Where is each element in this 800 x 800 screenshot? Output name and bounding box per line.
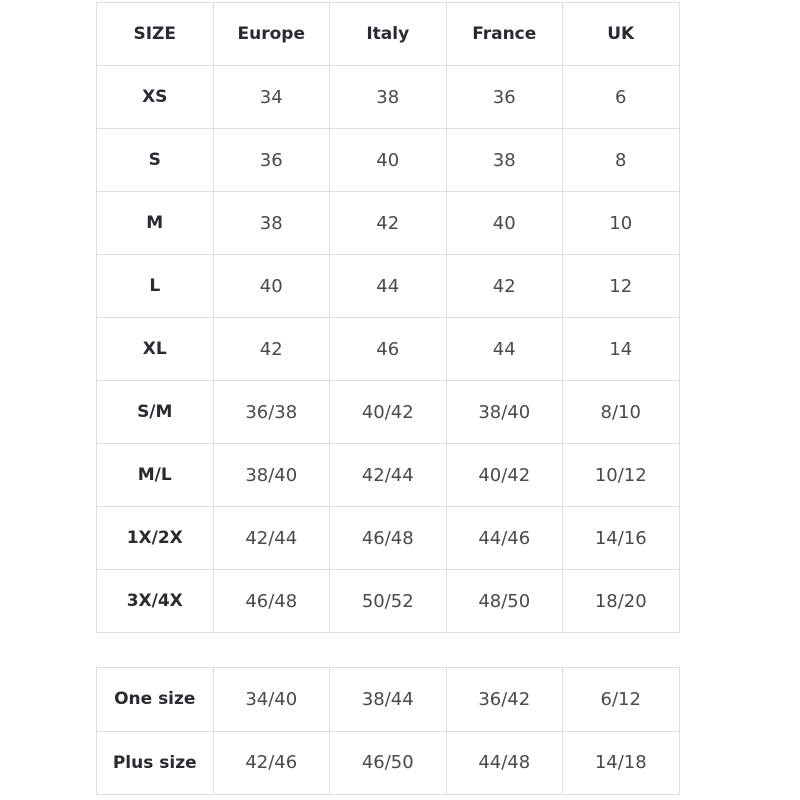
size-value-cell: 14/16 [562, 506, 680, 570]
size-value-cell: 12 [562, 254, 680, 318]
size-value-cell: 46/48 [212, 569, 330, 633]
size-value-cell: 42 [445, 254, 563, 318]
size-label-cell: L [96, 254, 214, 318]
size-value-cell: 36/42 [445, 667, 563, 732]
column-header: Italy [329, 2, 447, 66]
size-conversion-table: SIZE Europe Italy France UK XS 34 38 36 6 S 36 40 38 8… [96, 2, 680, 633]
size-value-cell: 10/12 [562, 443, 680, 507]
size-value-cell: 48/50 [445, 569, 563, 633]
size-value-cell: 46/48 [329, 506, 447, 570]
size-label-cell: XL [96, 317, 214, 381]
size-label-cell: S [96, 128, 214, 192]
size-value-cell: 36 [212, 128, 330, 192]
size-value-cell: 6/12 [562, 667, 680, 732]
size-label-cell: 3X/4X [96, 569, 214, 633]
size-value-cell: 40 [212, 254, 330, 318]
size-value-cell: 36 [445, 65, 563, 129]
size-value-cell: 44/46 [445, 506, 563, 570]
size-label-cell: M [96, 191, 214, 255]
size-value-cell: 38 [445, 128, 563, 192]
size-value-cell: 40/42 [445, 443, 563, 507]
size-value-cell: 14 [562, 317, 680, 381]
table-row: M/L 38/40 42/44 40/42 10/12 [96, 443, 680, 507]
size-value-cell: 40 [329, 128, 447, 192]
size-value-cell: 38 [329, 65, 447, 129]
size-value-cell: 42 [212, 317, 330, 381]
size-label-cell: 1X/2X [96, 506, 214, 570]
size-value-cell: 42 [329, 191, 447, 255]
size-value-cell: 44 [445, 317, 563, 381]
size-label-cell: XS [96, 65, 214, 129]
size-label-cell: S/M [96, 380, 214, 444]
size-label-cell: Plus size [96, 730, 214, 795]
size-value-cell: 44 [329, 254, 447, 318]
table-row: XS 34 38 36 6 [96, 65, 680, 129]
table-row: Plus size 42/46 46/50 44/48 14/18 [96, 730, 680, 795]
size-value-cell: 46/50 [329, 730, 447, 795]
header-row: SIZE Europe Italy France UK [96, 2, 680, 66]
size-value-cell: 6 [562, 65, 680, 129]
column-header: SIZE [96, 2, 214, 66]
table-row: L 40 44 42 12 [96, 254, 680, 318]
size-value-cell: 44/48 [445, 730, 563, 795]
size-value-cell: 46 [329, 317, 447, 381]
size-value-cell: 8/10 [562, 380, 680, 444]
size-value-cell: 10 [562, 191, 680, 255]
size-value-cell: 38/40 [212, 443, 330, 507]
table-row: XL 42 46 44 14 [96, 317, 680, 381]
size-value-cell: 34/40 [212, 667, 330, 732]
table-row: 1X/2X 42/44 46/48 44/46 14/16 [96, 506, 680, 570]
size-value-cell: 40 [445, 191, 563, 255]
table-row: S 36 40 38 8 [96, 128, 680, 192]
column-header: France [445, 2, 563, 66]
size-value-cell: 50/52 [329, 569, 447, 633]
size-value-cell: 34 [212, 65, 330, 129]
size-label-cell: M/L [96, 443, 214, 507]
table-row: One size 34/40 38/44 36/42 6/12 [96, 667, 680, 732]
size-value-cell: 38 [212, 191, 330, 255]
table-row: M 38 42 40 10 [96, 191, 680, 255]
size-value-cell: 38/40 [445, 380, 563, 444]
size-value-cell: 36/38 [212, 380, 330, 444]
special-size-table: One size 34/40 38/44 36/42 6/12 Plus size 42/4… [96, 667, 680, 795]
size-value-cell: 14/18 [562, 730, 680, 795]
size-value-cell: 18/20 [562, 569, 680, 633]
size-value-cell: 40/42 [329, 380, 447, 444]
size-value-cell: 42/44 [329, 443, 447, 507]
size-value-cell: 42/44 [212, 506, 330, 570]
table-row: S/M 36/38 40/42 38/40 8/10 [96, 380, 680, 444]
column-header: Europe [212, 2, 330, 66]
size-value-cell: 8 [562, 128, 680, 192]
table-row: 3X/4X 46/48 50/52 48/50 18/20 [96, 569, 680, 633]
size-value-cell: 42/46 [212, 730, 330, 795]
size-value-cell: 38/44 [329, 667, 447, 732]
column-header: UK [562, 2, 680, 66]
size-label-cell: One size [96, 667, 214, 732]
